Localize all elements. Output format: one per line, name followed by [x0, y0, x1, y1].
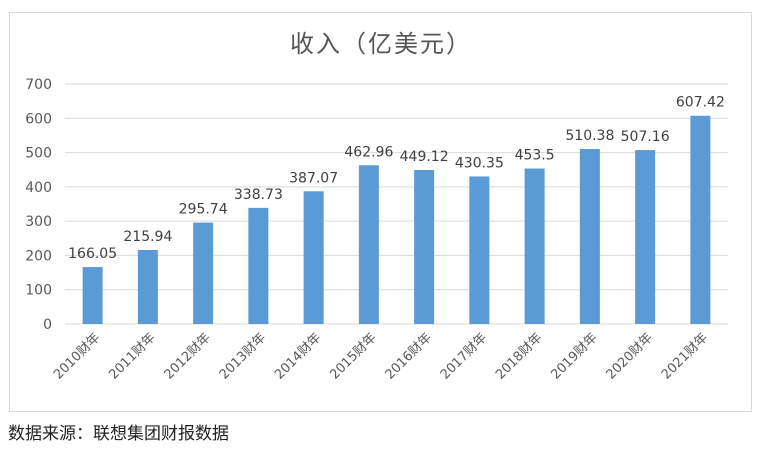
bar	[414, 170, 435, 324]
bar	[303, 191, 324, 324]
x-tick-label: 2016财年	[383, 330, 435, 382]
data-label: 607.42	[676, 95, 725, 111]
bar	[137, 249, 158, 324]
x-tick-label: 2011财年	[106, 330, 158, 382]
data-label: 166.05	[68, 246, 117, 262]
y-tick-label: 600	[25, 111, 52, 127]
bar	[579, 149, 600, 324]
data-label: 215.94	[123, 229, 172, 245]
y-tick-label: 500	[25, 146, 52, 162]
x-tick-label: 2017财年	[438, 330, 490, 382]
data-label: 507.16	[621, 129, 670, 145]
chart-frame	[9, 12, 752, 412]
bar	[690, 115, 711, 324]
y-tick-label: 100	[25, 283, 52, 299]
bar	[248, 207, 269, 324]
bar	[193, 222, 214, 324]
y-tick-label: 0	[43, 317, 52, 333]
bar	[635, 150, 656, 324]
x-axis-ticks: 2010财年 2011财年 2012财年 2013财年 2014财年 2015财年 2016…	[51, 330, 711, 382]
bar	[82, 267, 103, 324]
data-label: 510.38	[565, 128, 614, 144]
x-tick-label: 2013财年	[217, 330, 269, 382]
y-tick-label: 200	[25, 248, 52, 264]
data-label: 387.07	[289, 170, 338, 186]
y-tick-label: 400	[25, 180, 52, 196]
x-tick-label: 2012财年	[162, 330, 214, 382]
x-tick-label: 2014财年	[272, 330, 324, 382]
data-label: 462.96	[344, 144, 393, 160]
bars	[82, 115, 711, 324]
y-axis-ticks: 0 100 200 300 400 500 600 700	[25, 77, 52, 333]
data-label: 453.5	[515, 148, 555, 164]
data-label: 430.35	[455, 155, 504, 171]
data-label: 295.74	[179, 202, 228, 218]
x-tick-label: 2018财年	[493, 330, 545, 382]
y-tick-label: 700	[25, 77, 52, 93]
bar	[469, 176, 490, 324]
value-labels: 166.05 215.94 295.74 338.73 387.07 462.96 449.…	[68, 95, 725, 262]
bar	[524, 168, 545, 324]
data-label: 338.73	[234, 187, 283, 203]
source-note: 数据来源：联想集团财报数据	[8, 424, 229, 444]
y-tick-label: 300	[25, 214, 52, 230]
gridlines	[65, 83, 728, 325]
x-tick-label: 2020财年	[604, 330, 656, 382]
bar	[358, 165, 379, 324]
x-tick-label: 2019财年	[548, 330, 600, 382]
x-tick-label: 2015财年	[327, 330, 379, 382]
x-tick-label: 2021财年	[659, 330, 711, 382]
x-tick-label: 2010财年	[51, 330, 103, 382]
data-label: 449.12	[400, 149, 449, 165]
chart-title: 收入（亿美元）	[290, 30, 472, 58]
